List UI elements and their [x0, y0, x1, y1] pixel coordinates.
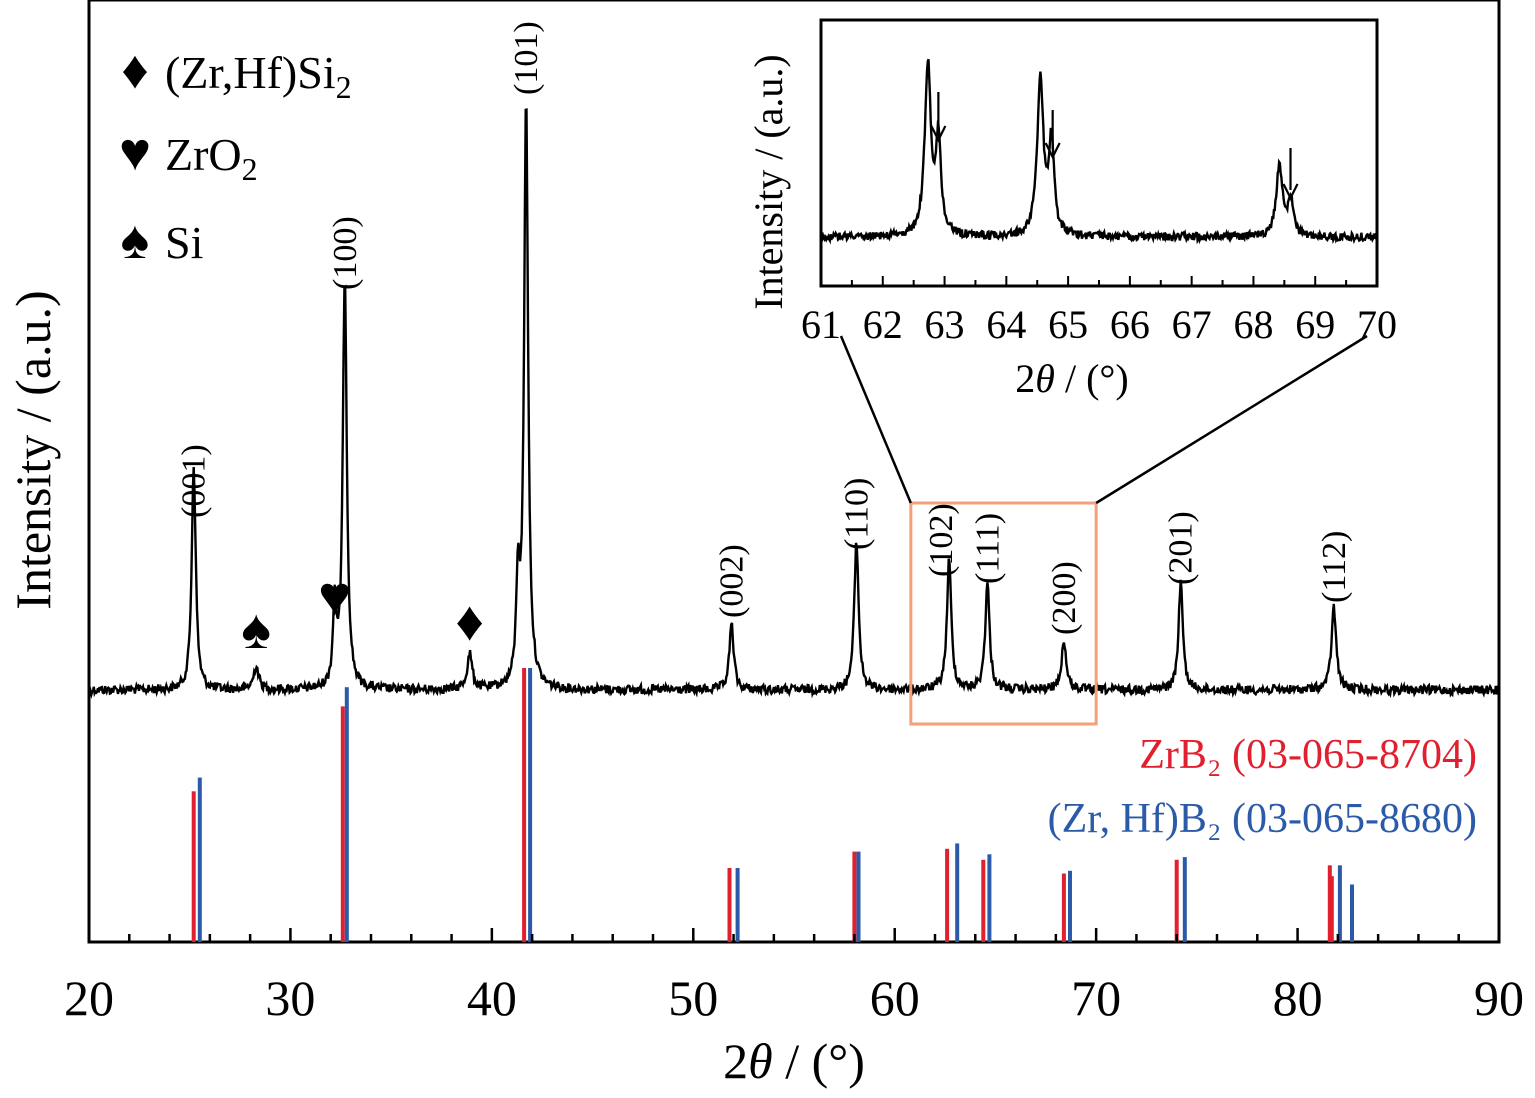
zoom-connector-left	[839, 335, 912, 504]
ref-bar-2-9	[1182, 857, 1187, 942]
inset-x-tick-label: 62	[863, 302, 903, 347]
ref-bar-2-11	[1350, 884, 1354, 942]
legend-label: ZrO2	[165, 129, 258, 187]
ref-bar-1-11	[1329, 876, 1334, 942]
phase-marker-Si: ♠	[241, 599, 271, 661]
hkl-label: (001)	[176, 444, 213, 518]
hkl-label: (112)	[1316, 531, 1353, 603]
hkl-label: (102)	[923, 503, 960, 577]
inset-arrow-head	[1282, 183, 1299, 201]
inset-x-axis: 61 62 63 64 65 66 67 68 69 70	[801, 276, 1397, 347]
x-tick-label: 80	[1273, 970, 1323, 1026]
x-tick-label: 50	[668, 970, 718, 1026]
inset-x-tick-label: 67	[1172, 302, 1212, 347]
phase-marker-(Zr,Hf)Si₂: ♦	[455, 591, 484, 653]
ref-bar-2-8	[1068, 870, 1072, 942]
inset-x-axis-title: 2θ / (°)	[1015, 356, 1128, 401]
inset: 61 62 63 64 65 66 67 68 69 70 2θ / (°) Intensity …	[746, 18, 1397, 401]
inset-y-axis-title: Intensity / (a.u.)	[746, 54, 791, 310]
inset-x-tick-label: 70	[1357, 302, 1397, 347]
ref-bar-1-1	[191, 791, 196, 942]
x-tick-label: 30	[265, 970, 315, 1026]
x-axis-title: 2θ / (°)	[723, 1033, 865, 1089]
y-axis-title: Intensity / (a.u.)	[5, 290, 61, 609]
ref-bar-2-6	[955, 843, 960, 942]
ref-bar-2-2	[344, 687, 349, 942]
reference-bars	[191, 668, 1354, 942]
legend-symbol: ♥	[119, 122, 151, 182]
hkl-label: (101)	[508, 21, 545, 95]
inset-x-tick-label: 66	[1110, 302, 1150, 347]
inset-x-tick-label: 68	[1233, 302, 1273, 347]
x-tick-label: 20	[64, 970, 114, 1026]
x-tick-label: 70	[1071, 970, 1121, 1026]
hkl-label: (200)	[1046, 561, 1083, 635]
ref-label-zrb2: ZrB₂ (03-065-8704)	[1139, 732, 1477, 778]
phase-markers: ♠ ♥ ♦	[241, 566, 484, 661]
x-tick-label: 60	[870, 970, 920, 1026]
ref-bar-1-4	[727, 868, 732, 942]
x-axis: 20 30 40 50 60 70 80 90	[64, 928, 1524, 1026]
inset-frame	[819, 18, 1379, 288]
ref-bar-2-10	[1337, 865, 1342, 942]
ref-bar-1-9	[1174, 859, 1179, 942]
hkl-labels: (001) (100) (101) (002) (110) (102) (111) (200)…	[176, 21, 1353, 635]
x-tick-label: 40	[467, 970, 517, 1026]
ref-bar-1-3	[522, 668, 527, 942]
ref-bar-2-5	[856, 851, 861, 942]
hkl-label: (111)	[969, 513, 1006, 584]
ref-bar-1-7	[981, 859, 986, 942]
legend-label: Si	[165, 217, 203, 268]
inset-x-tick-label: 69	[1295, 302, 1335, 347]
inset-x-tick-label: 61	[801, 302, 841, 347]
hkl-label: (110)	[838, 478, 875, 550]
legend: ♦ (Zr,Hf)Si2♥ ZrO2 ♠ Si	[119, 40, 352, 270]
ref-bar-1-5	[852, 851, 857, 942]
legend-symbol: ♠	[121, 210, 150, 270]
inset-pattern-line	[820, 58, 1379, 245]
inset-x-tick-label: 65	[1048, 302, 1088, 347]
ref-bar-1-2	[340, 706, 345, 942]
inset-x-tick-label: 64	[986, 302, 1026, 347]
legend-symbol: ♦	[121, 40, 149, 100]
ref-bar-1-6	[945, 848, 950, 942]
ref-bar-2-4	[735, 868, 740, 942]
inset-arrow-head	[1044, 142, 1061, 160]
phase-marker-ZrO₂: ♥	[318, 566, 351, 628]
ref-bar-2-3	[528, 668, 533, 942]
ref-label-zrhfb2: (Zr, Hf)B₂ (03-065-8680)	[1048, 796, 1477, 842]
xrd-pattern-line	[87, 108, 1501, 700]
x-tick-label: 90	[1474, 970, 1524, 1026]
inset-arrow-head	[930, 125, 947, 143]
hkl-label: (100)	[327, 216, 364, 290]
hkl-label: (201)	[1163, 511, 1200, 585]
zoom-region-box	[909, 501, 1098, 726]
hkl-label: (002)	[714, 544, 751, 618]
ref-bar-2-7	[987, 854, 992, 942]
ref-bar-1-8	[1061, 873, 1066, 942]
legend-label: (Zr,Hf)Si2	[165, 47, 352, 105]
zoom-connector-right	[1095, 334, 1368, 505]
inset-x-tick-label: 63	[925, 302, 965, 347]
inset-arrows	[930, 92, 1299, 201]
ref-bar-2-1	[197, 777, 202, 942]
plot-frame	[87, 0, 1501, 944]
